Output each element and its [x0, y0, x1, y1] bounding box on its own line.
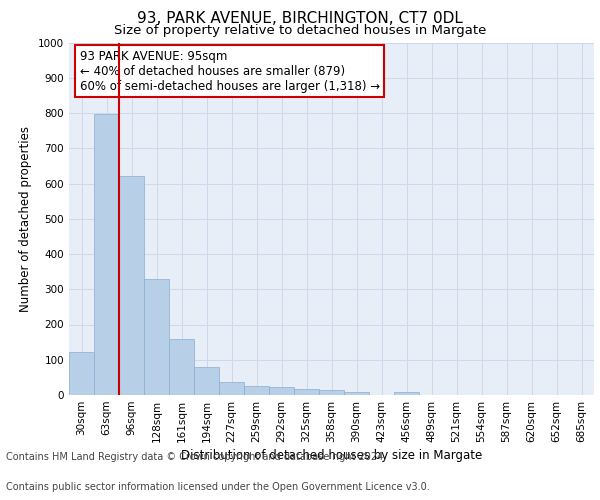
Bar — [69, 352, 94, 395]
Bar — [394, 392, 419, 395]
Bar — [244, 386, 269, 395]
Y-axis label: Number of detached properties: Number of detached properties — [19, 126, 32, 312]
Bar — [194, 367, 219, 395]
Text: 93 PARK AVENUE: 95sqm
← 40% of detached houses are smaller (879)
60% of semi-det: 93 PARK AVENUE: 95sqm ← 40% of detached … — [79, 50, 380, 92]
Bar — [169, 338, 194, 395]
Bar — [269, 386, 294, 395]
X-axis label: Distribution of detached houses by size in Margate: Distribution of detached houses by size … — [181, 449, 482, 462]
Bar — [219, 382, 244, 395]
Bar — [294, 390, 319, 395]
Bar — [319, 390, 344, 395]
Bar — [119, 176, 144, 395]
Bar — [144, 278, 169, 395]
Text: Size of property relative to detached houses in Margate: Size of property relative to detached ho… — [114, 24, 486, 37]
Bar — [344, 392, 369, 395]
Text: Contains HM Land Registry data © Crown copyright and database right 2024.: Contains HM Land Registry data © Crown c… — [6, 452, 386, 462]
Text: 93, PARK AVENUE, BIRCHINGTON, CT7 0DL: 93, PARK AVENUE, BIRCHINGTON, CT7 0DL — [137, 11, 463, 26]
Bar — [94, 114, 119, 395]
Text: Contains public sector information licensed under the Open Government Licence v3: Contains public sector information licen… — [6, 482, 430, 492]
